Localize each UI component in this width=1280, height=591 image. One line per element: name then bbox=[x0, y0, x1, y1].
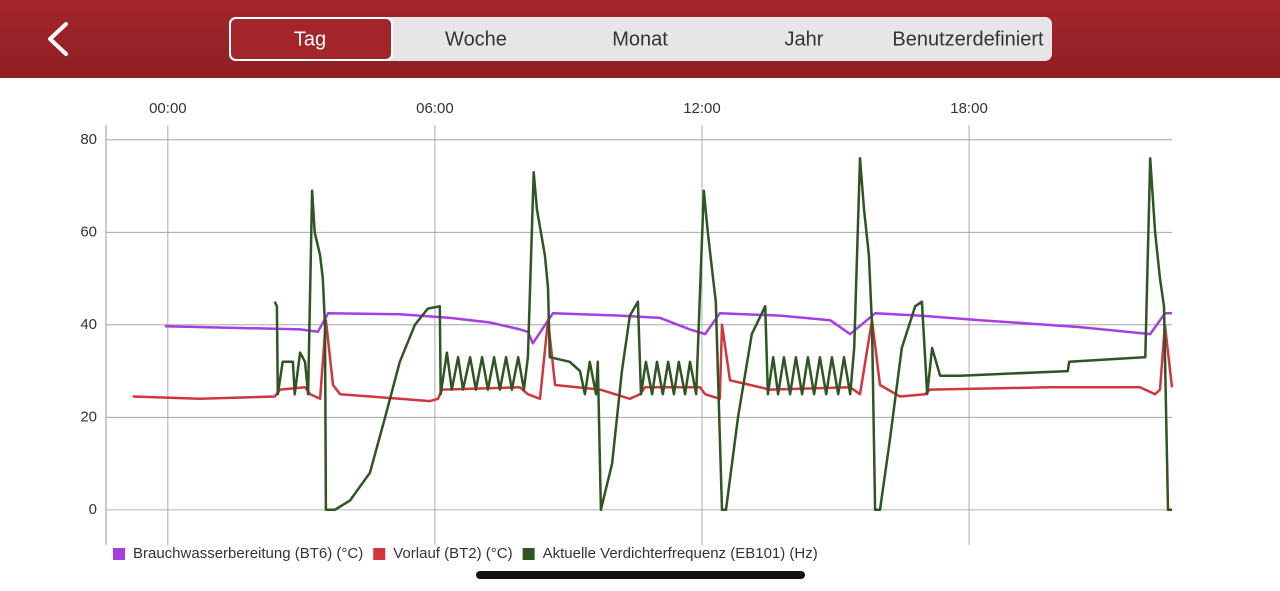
tab[interactable]: Tag bbox=[294, 28, 326, 50]
series-line bbox=[164, 312, 1172, 345]
x-tick-label: 12:00 bbox=[683, 100, 721, 117]
y-tick-label: 40 bbox=[80, 316, 97, 333]
y-tick-label: 20 bbox=[80, 408, 97, 425]
tab[interactable]: Monat bbox=[612, 28, 668, 50]
legend-swatch bbox=[113, 548, 125, 560]
tab[interactable]: Jahr bbox=[785, 28, 824, 50]
legend-swatch bbox=[522, 548, 535, 560]
y-tick-label: 0 bbox=[89, 501, 97, 518]
segmented-control bbox=[229, 17, 1052, 61]
y-tick-label: 60 bbox=[80, 223, 97, 240]
back-button[interactable] bbox=[48, 22, 68, 56]
home-indicator bbox=[476, 571, 805, 579]
legend-label: Vorlauf (BT2) (°C) bbox=[393, 545, 512, 562]
x-tick-label: 00:00 bbox=[149, 100, 187, 117]
series-line bbox=[273, 157, 1172, 512]
legend-label: Brauchwasserbereitung (BT6) (°C) bbox=[133, 545, 363, 562]
tab[interactable]: Woche bbox=[445, 28, 507, 50]
tab-selected-bg bbox=[229, 17, 393, 61]
y-tick-label: 80 bbox=[80, 131, 97, 148]
tab[interactable]: Benutzerdefiniert bbox=[892, 28, 1044, 50]
legend-label: Aktuelle Verdichterfrequenz (EB101) (Hz) bbox=[543, 545, 818, 562]
legend-swatch bbox=[373, 548, 386, 560]
x-tick-label: 18:00 bbox=[950, 100, 988, 117]
x-tick-label: 06:00 bbox=[416, 100, 454, 117]
